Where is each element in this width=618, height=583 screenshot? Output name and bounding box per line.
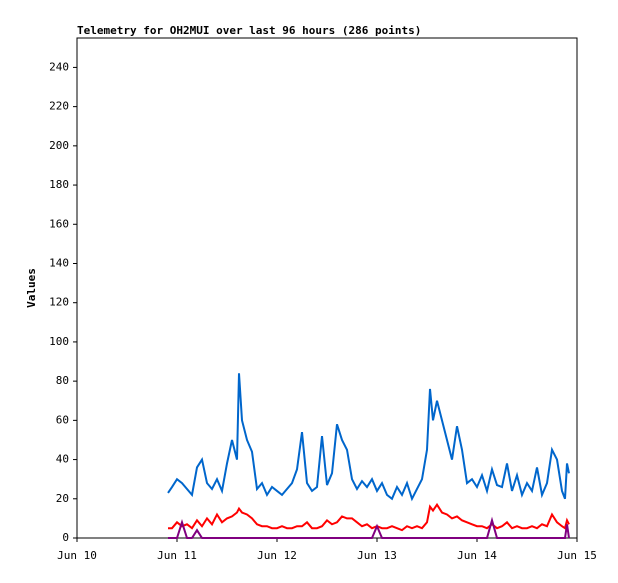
y-tick-label: 240	[49, 60, 69, 73]
y-tick-label: 40	[56, 453, 69, 466]
series-line	[168, 516, 570, 539]
y-tick-label: 200	[49, 139, 69, 152]
y-tick-label: 160	[49, 217, 69, 230]
chart-title: Telemetry for OH2MUI over last 96 hours …	[77, 24, 421, 37]
x-tick-label: Jun 13	[357, 549, 397, 562]
series-line	[168, 502, 570, 532]
y-tick-label: 140	[49, 256, 69, 269]
y-tick-label: 100	[49, 335, 69, 348]
y-tick-label: 120	[49, 296, 69, 309]
y-tick-label: 80	[56, 374, 69, 387]
x-tick-label: Jun 15	[557, 549, 597, 562]
y-tick-label: 60	[56, 413, 69, 426]
x-tick-label: Jun 10	[57, 549, 97, 562]
y-tick-label: 180	[49, 178, 69, 191]
x-tick-label: Jun 12	[257, 549, 297, 562]
y-axis-label: Values	[25, 268, 38, 308]
x-tick-label: Jun 11	[157, 549, 197, 562]
y-tick-label: 0	[62, 531, 69, 544]
x-tick-label: Jun 14	[457, 549, 497, 562]
series-line	[167, 373, 570, 502]
y-tick-label: 220	[49, 100, 69, 113]
y-tick-label: 20	[56, 492, 69, 505]
plot-frame	[76, 37, 578, 539]
